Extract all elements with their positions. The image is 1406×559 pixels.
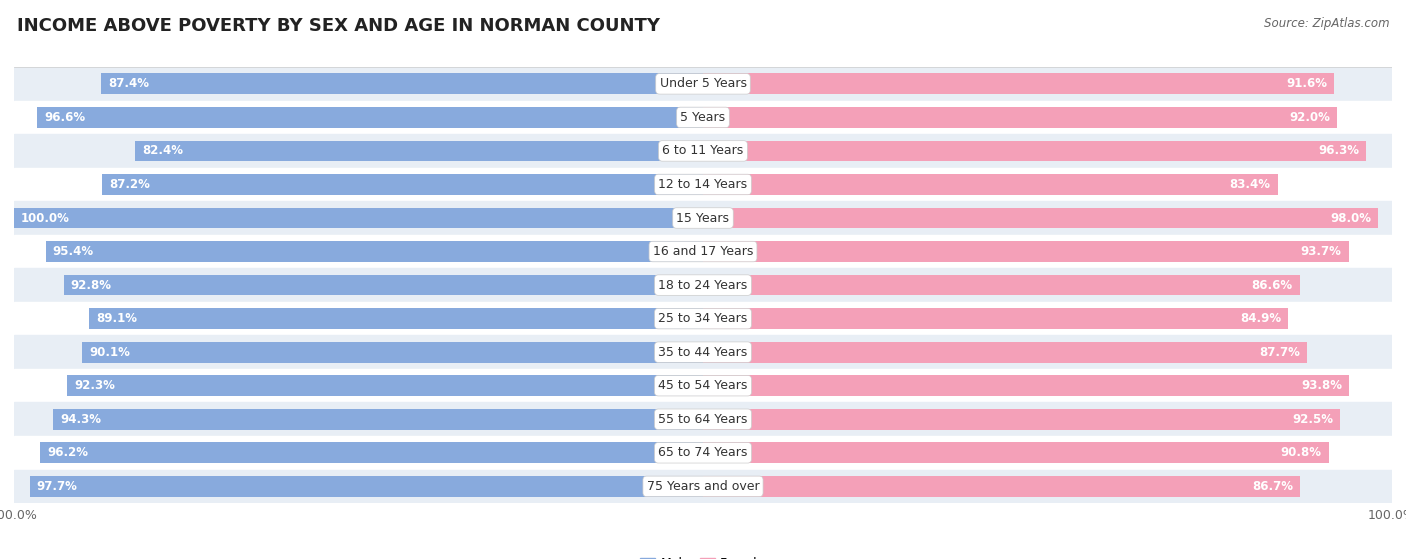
Bar [703, 107, 1337, 128]
Bar [41, 442, 703, 463]
Text: INCOME ABOVE POVERTY BY SEX AND AGE IN NORMAN COUNTY: INCOME ABOVE POVERTY BY SEX AND AGE IN N… [17, 17, 659, 35]
Text: 16 and 17 Years: 16 and 17 Years [652, 245, 754, 258]
Bar [67, 375, 703, 396]
Text: 94.3%: 94.3% [60, 413, 101, 426]
Bar [14, 335, 1392, 369]
Bar [14, 101, 1392, 134]
Bar [703, 442, 1329, 463]
Text: 87.7%: 87.7% [1260, 345, 1301, 359]
Text: 86.6%: 86.6% [1251, 278, 1292, 292]
Bar [14, 470, 1392, 503]
Text: 12 to 14 Years: 12 to 14 Years [658, 178, 748, 191]
Bar [14, 207, 703, 229]
Text: 92.3%: 92.3% [75, 379, 115, 392]
Bar [103, 174, 703, 195]
Bar [14, 268, 1392, 302]
Text: 65 to 74 Years: 65 to 74 Years [658, 446, 748, 459]
Text: 91.6%: 91.6% [1286, 77, 1327, 91]
Text: Under 5 Years: Under 5 Years [659, 77, 747, 91]
Text: 55 to 64 Years: 55 to 64 Years [658, 413, 748, 426]
Legend: Male, Female: Male, Female [636, 552, 770, 559]
Bar [703, 375, 1350, 396]
Bar [53, 409, 703, 430]
Bar [14, 436, 1392, 470]
Text: Source: ZipAtlas.com: Source: ZipAtlas.com [1264, 17, 1389, 30]
Bar [703, 207, 1378, 229]
Text: 89.1%: 89.1% [96, 312, 136, 325]
Text: 95.4%: 95.4% [52, 245, 94, 258]
Text: 84.9%: 84.9% [1240, 312, 1281, 325]
Text: 93.7%: 93.7% [1301, 245, 1341, 258]
Text: 6 to 11 Years: 6 to 11 Years [662, 144, 744, 158]
Bar [83, 342, 703, 363]
Bar [703, 73, 1334, 94]
Bar [14, 201, 1392, 235]
Text: 100.0%: 100.0% [21, 211, 70, 225]
Bar [14, 302, 1392, 335]
Text: 82.4%: 82.4% [142, 144, 183, 158]
Bar [703, 140, 1367, 162]
Bar [703, 476, 1301, 497]
Bar [63, 274, 703, 296]
Text: 92.8%: 92.8% [70, 278, 111, 292]
Text: 87.2%: 87.2% [110, 178, 150, 191]
Bar [135, 140, 703, 162]
Bar [38, 107, 703, 128]
Bar [703, 409, 1340, 430]
Text: 92.0%: 92.0% [1289, 111, 1330, 124]
Text: 86.7%: 86.7% [1253, 480, 1294, 493]
Text: 90.8%: 90.8% [1281, 446, 1322, 459]
Text: 45 to 54 Years: 45 to 54 Years [658, 379, 748, 392]
Bar [14, 168, 1392, 201]
Text: 96.2%: 96.2% [48, 446, 89, 459]
Bar [14, 67, 1392, 101]
Bar [703, 241, 1348, 262]
Bar [14, 402, 1392, 436]
Bar [46, 241, 703, 262]
Bar [703, 174, 1278, 195]
Bar [703, 274, 1299, 296]
Bar [703, 308, 1288, 329]
Text: 92.5%: 92.5% [1292, 413, 1333, 426]
Text: 25 to 34 Years: 25 to 34 Years [658, 312, 748, 325]
Text: 18 to 24 Years: 18 to 24 Years [658, 278, 748, 292]
Text: 75 Years and over: 75 Years and over [647, 480, 759, 493]
Bar [14, 134, 1392, 168]
Text: 15 Years: 15 Years [676, 211, 730, 225]
Text: 96.6%: 96.6% [45, 111, 86, 124]
Text: 90.1%: 90.1% [89, 345, 129, 359]
Bar [101, 73, 703, 94]
Bar [14, 235, 1392, 268]
Text: 98.0%: 98.0% [1330, 211, 1371, 225]
Bar [703, 342, 1308, 363]
Text: 93.8%: 93.8% [1302, 379, 1343, 392]
Text: 87.4%: 87.4% [108, 77, 149, 91]
Bar [30, 476, 703, 497]
Text: 96.3%: 96.3% [1319, 144, 1360, 158]
Bar [89, 308, 703, 329]
Bar [14, 369, 1392, 402]
Text: 97.7%: 97.7% [37, 480, 77, 493]
Text: 83.4%: 83.4% [1230, 178, 1271, 191]
Text: 35 to 44 Years: 35 to 44 Years [658, 345, 748, 359]
Text: 5 Years: 5 Years [681, 111, 725, 124]
